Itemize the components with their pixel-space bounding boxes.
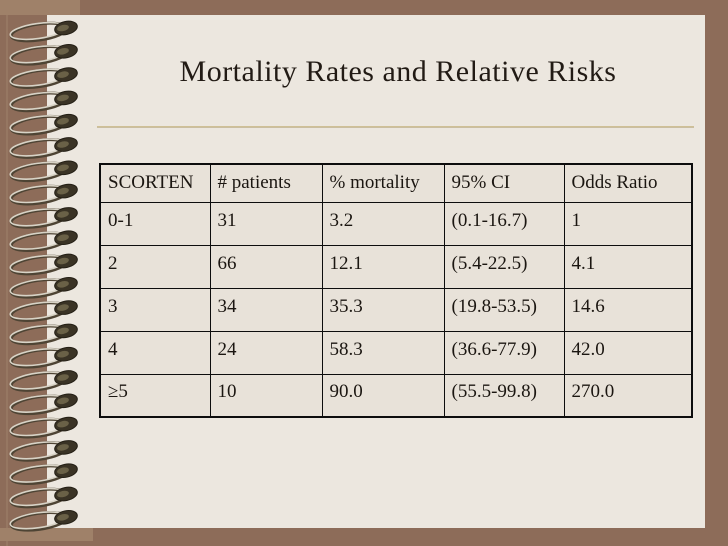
cell: 34	[209, 287, 323, 332]
header-ci: 95% CI	[443, 163, 565, 203]
cell: 1	[563, 201, 693, 246]
cell: 12.1	[321, 244, 445, 289]
cell: 270.0	[563, 373, 693, 418]
cell: (19.8-53.5)	[443, 287, 565, 332]
table-row: 0-1 31 3.2 (0.1-16.7) 1	[99, 201, 693, 246]
cell: 3.2	[321, 201, 445, 246]
page-stack-edge-top	[0, 0, 80, 15]
cell: 31	[209, 201, 323, 246]
title-divider-line	[97, 126, 694, 127]
cell: 58.3	[321, 330, 445, 375]
cell: ≥5	[99, 373, 211, 418]
cell: 3	[99, 287, 211, 332]
header-scorten: SCORTEN	[99, 163, 211, 203]
slide: Mortality Rates and Relative Risks SCORT…	[47, 15, 705, 528]
cell: (36.6-77.9)	[443, 330, 565, 375]
cell: (0.1-16.7)	[443, 201, 565, 246]
cell: 10	[209, 373, 323, 418]
cell: 24	[209, 330, 323, 375]
cell: 35.3	[321, 287, 445, 332]
cell: (5.4-22.5)	[443, 244, 565, 289]
page-stack-edge-bottom	[0, 528, 93, 541]
cell: 0-1	[99, 201, 211, 246]
table-row: 3 34 35.3 (19.8-53.5) 14.6	[99, 287, 693, 332]
cell: 2	[99, 244, 211, 289]
header-odds: Odds Ratio	[563, 163, 693, 203]
cell: (55.5-99.8)	[443, 373, 565, 418]
cell: 14.6	[563, 287, 693, 332]
table-row: 2 66 12.1 (5.4-22.5) 4.1	[99, 244, 693, 289]
cell: 90.0	[321, 373, 445, 418]
cell: 4	[99, 330, 211, 375]
header-patients: # patients	[209, 163, 323, 203]
slide-title: Mortality Rates and Relative Risks	[179, 55, 617, 88]
table-row: 4 24 58.3 (36.6-77.9) 42.0	[99, 330, 693, 375]
left-edge-highlight	[6, 0, 8, 546]
cell: 42.0	[563, 330, 693, 375]
table-header-row: SCORTEN # patients % mortality 95% CI Od…	[99, 163, 693, 203]
cell: 4.1	[563, 244, 693, 289]
cell: 66	[209, 244, 323, 289]
table-row: ≥5 10 90.0 (55.5-99.8) 270.0	[99, 373, 693, 418]
mortality-table: SCORTEN # patients % mortality 95% CI Od…	[99, 163, 693, 418]
header-mortality: % mortality	[321, 163, 445, 203]
